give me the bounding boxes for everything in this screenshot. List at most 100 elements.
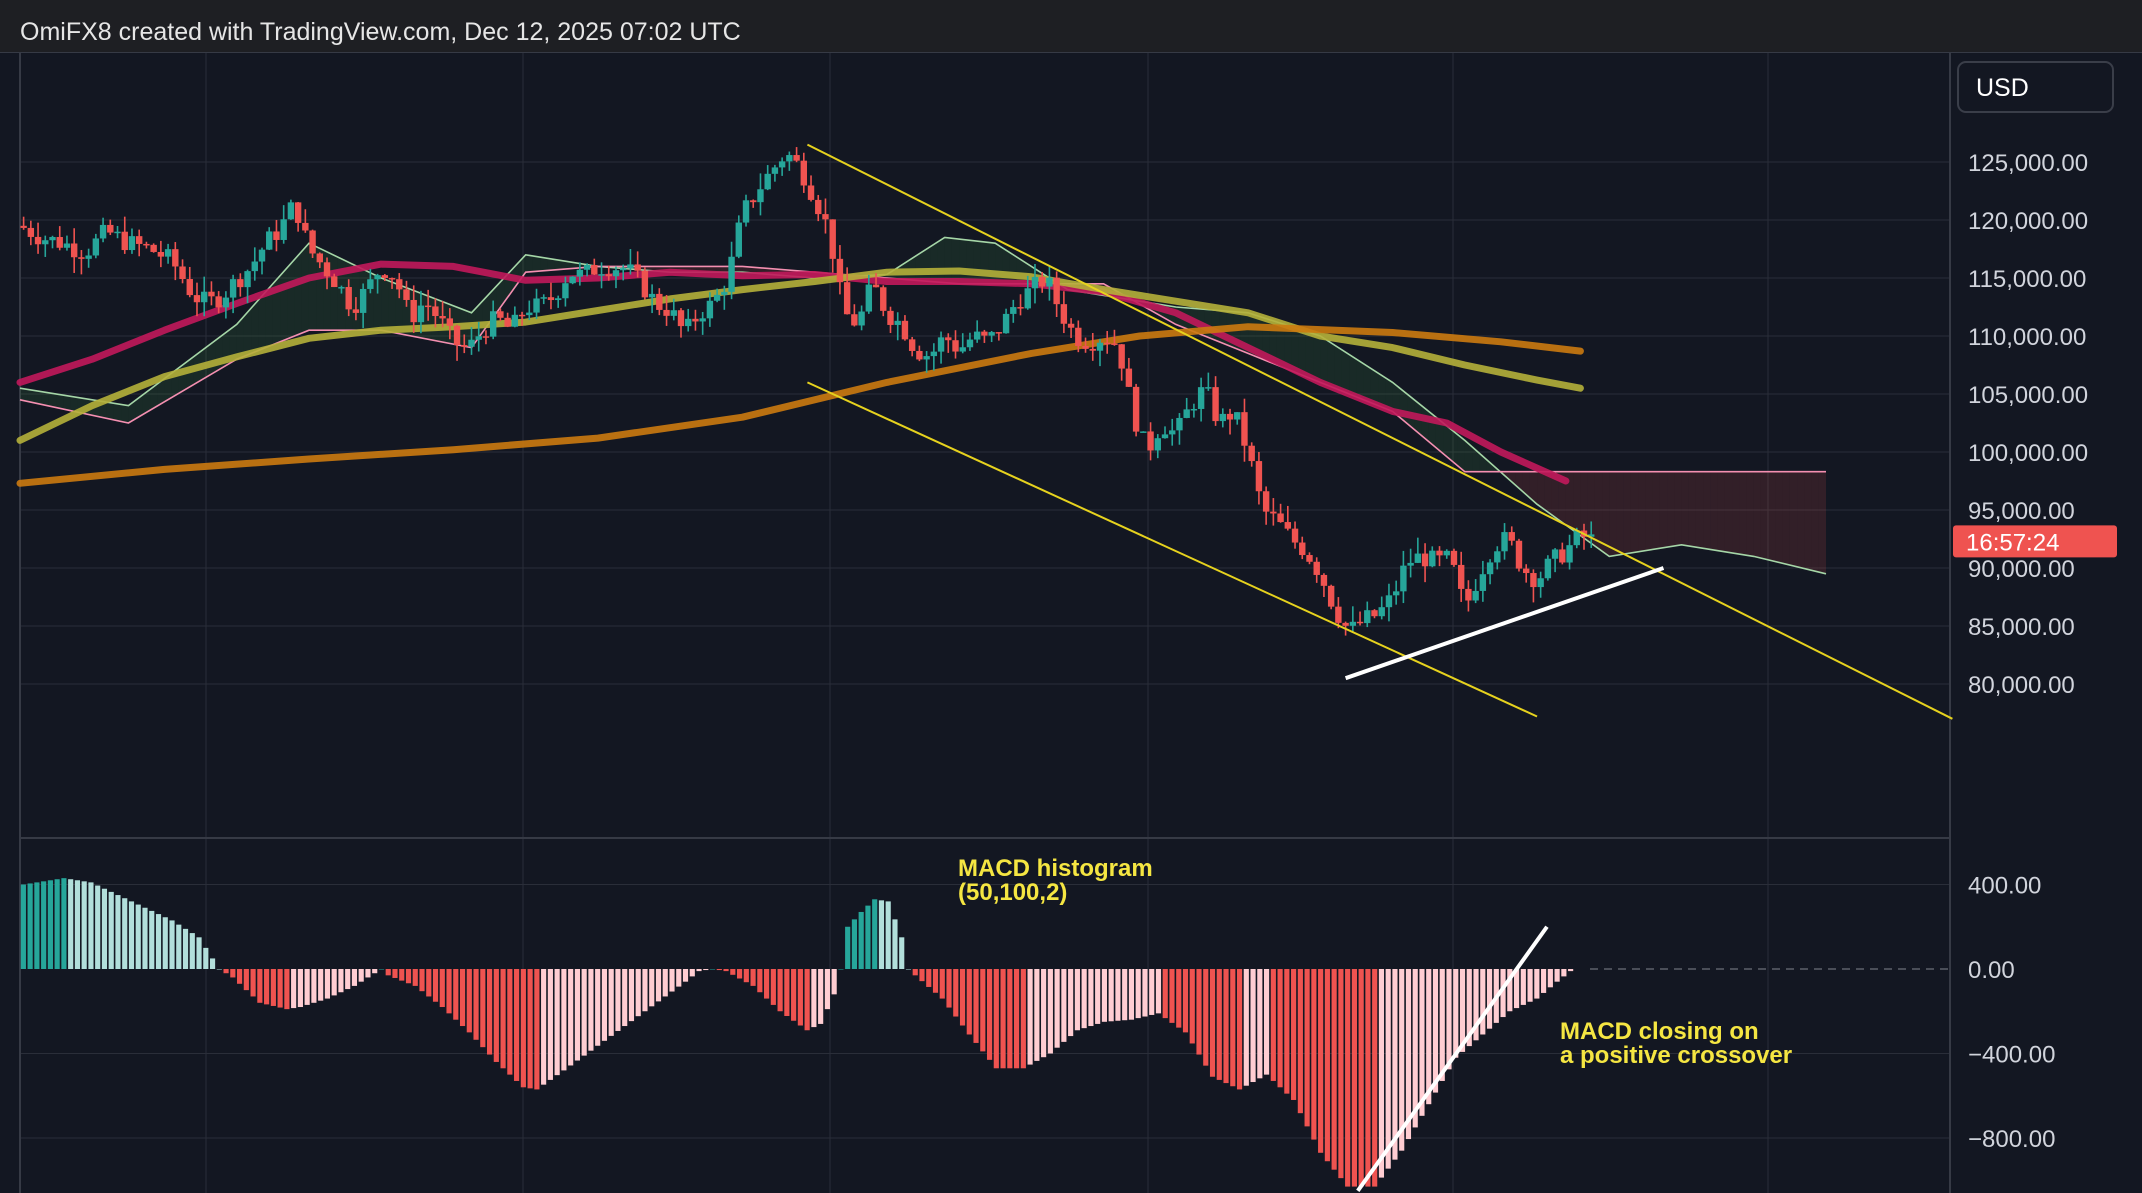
candle-body — [836, 258, 844, 283]
currency-button[interactable] — [1957, 61, 2114, 113]
crossover-annotation-line1: MACD closing on — [1560, 1018, 1759, 1045]
candle-body — [208, 291, 215, 297]
macd-bar — [1047, 969, 1053, 1054]
candle-body — [352, 309, 360, 313]
macd-bar — [365, 969, 371, 978]
macd-bar — [1230, 969, 1236, 1087]
cloud-segment — [251, 300, 259, 354]
cloud-segment — [1732, 471, 1740, 555]
macd-bar — [101, 888, 108, 969]
chart-attribution: OmiFX8 created with TradingView.com, Dec… — [20, 18, 741, 46]
macd-bar — [135, 904, 141, 969]
cloud-segment — [41, 391, 49, 406]
channel-lower-line — [806, 381, 1538, 718]
cloud-segment — [330, 253, 338, 331]
candle-body — [201, 291, 208, 303]
cloud-segment — [988, 242, 996, 284]
cloud-segment — [1667, 471, 1675, 548]
candle-body — [843, 282, 851, 315]
macd-bar — [912, 969, 918, 976]
candle-body — [49, 237, 56, 241]
candle-body — [251, 261, 258, 272]
candle-body — [417, 305, 425, 323]
ma-mid-line — [16, 267, 1584, 444]
macd-bar — [277, 969, 283, 1008]
macd-bar — [34, 882, 40, 969]
macd-bar — [1345, 969, 1351, 1187]
macd-bar — [297, 969, 303, 1008]
macd-bar — [162, 917, 168, 969]
candle-body — [815, 199, 822, 215]
cloud-segment — [301, 243, 309, 334]
macd-bar — [351, 969, 358, 986]
macd-bar — [926, 969, 932, 987]
macd-bar — [466, 969, 472, 1033]
cloud-segment — [1695, 471, 1704, 549]
macd-bar — [1324, 969, 1330, 1162]
cloud-segment — [937, 237, 945, 283]
cloud-segment — [1782, 471, 1790, 566]
candle-body — [1017, 307, 1024, 309]
candle-body — [750, 200, 757, 203]
candle-body — [1457, 564, 1465, 589]
candle-body — [764, 173, 771, 190]
candle-body — [27, 227, 35, 237]
macd-bar — [1074, 969, 1080, 1031]
candle-body — [1248, 445, 1255, 462]
cloud-segment — [395, 283, 403, 335]
candle-body — [1169, 430, 1176, 435]
macd-bar — [622, 969, 628, 1027]
moving-averages — [16, 260, 1584, 487]
macd-bar — [574, 969, 580, 1061]
cloud-segment — [1724, 471, 1733, 553]
cloud-segment — [1349, 354, 1357, 397]
macd-bar — [473, 969, 479, 1040]
candle-body — [1067, 323, 1075, 328]
macd-bar — [588, 969, 594, 1051]
cloud-segment — [388, 280, 396, 333]
cloud-segment — [56, 394, 64, 410]
cloud-segment — [1804, 471, 1812, 571]
macd-bar — [534, 969, 540, 1090]
macd-bar — [1568, 969, 1574, 972]
candle-body — [533, 298, 540, 313]
cloud-segment — [1508, 471, 1516, 486]
macd-bar — [1365, 969, 1371, 1187]
candle-body — [1544, 558, 1552, 579]
candle-body — [612, 270, 620, 277]
price-tick-label: 100,000.00 — [1968, 440, 2088, 467]
candle-body — [1508, 532, 1515, 541]
macd-bar — [1358, 969, 1364, 1187]
price-tick-label: 90,000.00 — [1968, 556, 2075, 583]
candle-body — [1118, 344, 1125, 369]
candle-body — [1479, 574, 1487, 591]
candle-body — [583, 265, 591, 270]
cloud-segment — [1768, 471, 1776, 562]
cloud-segment — [1356, 359, 1364, 400]
candle-body — [1385, 595, 1393, 608]
candle-body — [135, 236, 143, 244]
cloud-segment — [1674, 471, 1682, 546]
candle-body — [1443, 550, 1450, 556]
macd-bar — [1534, 969, 1540, 999]
candle-body — [1241, 412, 1248, 446]
candle-body — [439, 316, 446, 319]
candle-body — [56, 237, 63, 248]
cloud-segment — [1551, 471, 1559, 520]
countdown-badge: 16:57:24 — [1953, 525, 2117, 558]
cloud-segment — [142, 389, 151, 415]
macd-bar — [1561, 969, 1567, 977]
candle-body — [872, 284, 880, 288]
candle-body — [966, 339, 974, 348]
macd-bar — [527, 969, 533, 1089]
macd-bar — [270, 969, 276, 1006]
macd-bar — [203, 947, 209, 969]
candle-body — [1523, 568, 1530, 574]
cloud-segment — [1385, 377, 1393, 412]
candle-body — [793, 155, 800, 161]
candle-body — [908, 339, 916, 351]
cloud-segment — [128, 400, 136, 423]
candle-body — [396, 279, 403, 290]
currency-selector[interactable]: USD — [1957, 61, 2114, 113]
macd-bar — [426, 969, 432, 997]
